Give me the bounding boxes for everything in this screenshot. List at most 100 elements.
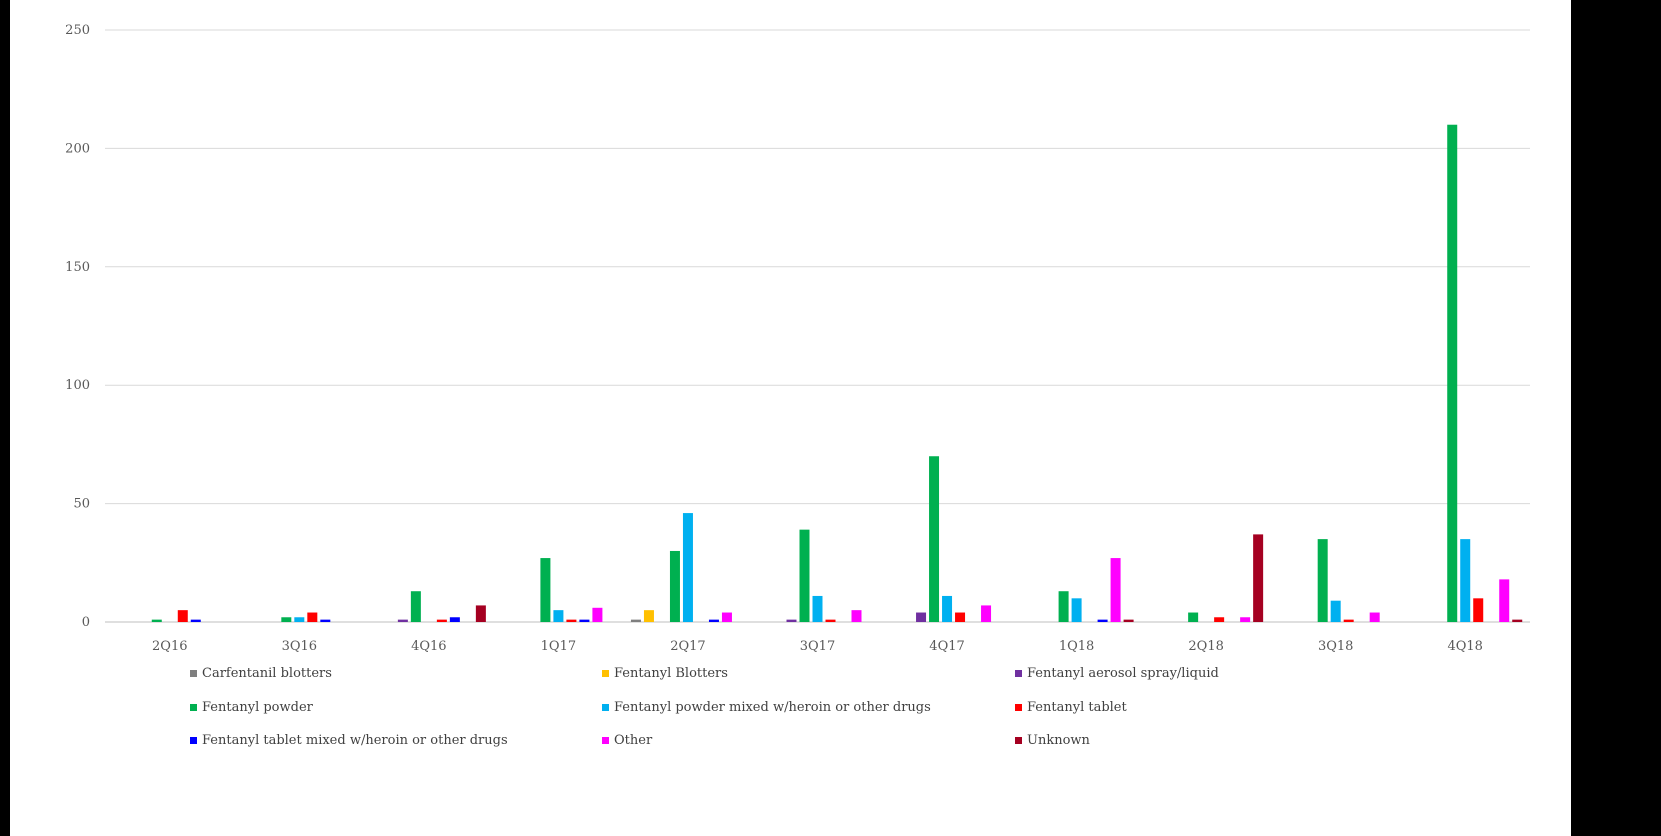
bars	[151, 124, 1523, 622]
bar-3q17-fentanyl-tablet	[825, 619, 836, 622]
bar-2q18-fentanyl-powder	[1188, 612, 1199, 622]
bar-chart: 0 50 100 150 200 250 2Q16 3Q16 4Q16 1Q17 2Q17 3Q17…	[65, 23, 1530, 654]
legend-item: Fentanyl tablet	[1015, 700, 1127, 715]
legend-label: Fentanyl tablet	[1027, 700, 1127, 715]
legend-swatch	[190, 704, 197, 711]
x-tick-label: 4Q16	[411, 639, 446, 654]
legend-label: Fentanyl aerosol spray/liquid	[1027, 666, 1219, 681]
bar-2q18-fentanyl-tablet	[1214, 617, 1225, 622]
bar-1q17-fentanyl-powder	[540, 558, 551, 622]
bar-2q16-fentanyl-tablet-mixed-w-heroin-or-other-drugs	[190, 619, 201, 622]
bar-4q17-fentanyl-aerosol-spray-liquid	[916, 612, 927, 622]
bar-3q18-fentanyl-powder	[1317, 539, 1328, 622]
bar-1q18-fentanyl-powder-mixed-w-heroin-or-other-drugs	[1071, 598, 1082, 622]
bar-4q16-fentanyl-powder	[410, 591, 421, 622]
bar-2q17-other	[721, 612, 732, 622]
bar-4q17-fentanyl-tablet	[955, 612, 966, 622]
y-tick-label: 100	[65, 378, 90, 393]
x-tick-label: 4Q18	[1447, 639, 1482, 654]
y-axis-ticks: 0 50 100 150 200 250	[65, 23, 90, 630]
x-tick-label: 4Q17	[929, 639, 964, 654]
y-tick-label: 200	[65, 141, 90, 156]
bar-2q17-fentanyl-powder	[669, 550, 680, 622]
bar-4q18-fentanyl-tablet	[1473, 598, 1484, 622]
bar-3q16-fentanyl-tablet	[307, 612, 318, 622]
x-tick-label: 1Q18	[1059, 639, 1094, 654]
x-tick-label: 2Q16	[152, 639, 187, 654]
bar-1q18-unknown	[1123, 619, 1134, 622]
legend-swatch	[602, 704, 609, 711]
y-tick-label: 150	[65, 260, 90, 275]
bar-4q18-fentanyl-powder-mixed-w-heroin-or-other-drugs	[1460, 539, 1471, 622]
bar-3q16-fentanyl-powder-mixed-w-heroin-or-other-drugs	[294, 617, 305, 622]
bar-4q17-fentanyl-powder	[929, 456, 940, 622]
bar-2q18-unknown	[1253, 534, 1264, 622]
bar-4q17-fentanyl-powder-mixed-w-heroin-or-other-drugs	[942, 595, 953, 622]
legend-label: Fentanyl powder	[202, 700, 313, 715]
bar-3q17-fentanyl-aerosol-spray-liquid	[786, 619, 797, 622]
bar-1q18-fentanyl-powder	[1058, 591, 1069, 622]
legend-label: Fentanyl tablet mixed w/heroin or other …	[202, 733, 508, 748]
bar-3q18-fentanyl-tablet	[1343, 619, 1354, 622]
bar-4q18-unknown	[1512, 619, 1523, 622]
x-tick-label: 3Q18	[1318, 639, 1353, 654]
bar-3q17-fentanyl-powder	[799, 529, 810, 622]
legend-swatch	[1015, 704, 1022, 711]
x-tick-label: 2Q17	[670, 639, 705, 654]
bar-3q17-other	[851, 610, 862, 622]
x-tick-label: 3Q17	[800, 639, 835, 654]
bar-3q17-fentanyl-powder-mixed-w-heroin-or-other-drugs	[812, 595, 823, 622]
bar-4q16-fentanyl-tablet	[436, 619, 447, 622]
bar-1q17-other	[592, 607, 603, 622]
x-tick-label: 2Q18	[1188, 639, 1223, 654]
bar-3q16-fentanyl-powder	[281, 617, 292, 622]
bar-4q18-fentanyl-powder	[1447, 124, 1458, 622]
bar-4q16-fentanyl-aerosol-spray-liquid	[397, 619, 408, 622]
legend-label: Carfentanil blotters	[202, 666, 332, 681]
bar-2q16-fentanyl-tablet	[177, 610, 188, 622]
x-tick-label: 3Q16	[282, 639, 317, 654]
bar-2q17-carfentanil-blotters	[630, 619, 641, 622]
bar-4q18-other	[1499, 579, 1510, 622]
legend-swatch	[1015, 737, 1022, 744]
y-tick-label: 50	[73, 497, 90, 512]
bar-3q16-fentanyl-tablet-mixed-w-heroin-or-other-drugs	[320, 619, 331, 622]
legend-item: Carfentanil blotters	[190, 666, 332, 681]
bar-2q17-fentanyl-tablet-mixed-w-heroin-or-other-drugs	[708, 619, 719, 622]
x-tick-label: 1Q17	[541, 639, 576, 654]
legend-swatch	[602, 670, 609, 677]
bar-2q18-other	[1240, 617, 1251, 622]
bar-3q18-other	[1369, 612, 1380, 622]
legend-swatch	[190, 737, 197, 744]
legend-label: Unknown	[1027, 733, 1090, 748]
legend-item: Fentanyl Blotters	[602, 666, 728, 681]
x-axis-ticks: 2Q16 3Q16 4Q16 1Q17 2Q17 3Q17 4Q17 1Q18 2Q18 3Q18…	[152, 639, 1483, 654]
bar-3q18-fentanyl-powder-mixed-w-heroin-or-other-drugs	[1330, 600, 1341, 622]
legend-item: Fentanyl aerosol spray/liquid	[1015, 666, 1219, 681]
gridlines	[105, 29, 1530, 623]
legend-label: Fentanyl powder mixed w/heroin or other …	[614, 700, 931, 715]
bar-4q17-other	[981, 605, 992, 622]
legend: Carfentanil blotters Fentanyl Blotters Fen…	[10, 0, 1571, 748]
legend-swatch	[602, 737, 609, 744]
bar-2q16-fentanyl-powder	[151, 619, 162, 622]
bar-1q17-fentanyl-tablet-mixed-w-heroin-or-other-drugs	[579, 619, 590, 622]
legend-swatch	[190, 670, 197, 677]
y-tick-label: 250	[65, 23, 90, 38]
legend-label: Fentanyl Blotters	[614, 666, 728, 681]
chart-panel: 0 50 100 150 200 250 2Q16 3Q16 4Q16 1Q17 2Q17 3Q17…	[10, 0, 1571, 836]
bar-1q17-fentanyl-powder-mixed-w-heroin-or-other-drugs	[553, 610, 564, 622]
bar-2q17-fentanyl-powder-mixed-w-heroin-or-other-drugs	[682, 513, 693, 622]
bar-4q16-fentanyl-tablet-mixed-w-heroin-or-other-drugs	[449, 617, 460, 622]
legend-label: Other	[614, 733, 653, 748]
bar-1q17-fentanyl-tablet	[566, 619, 577, 622]
legend-swatch	[1015, 670, 1022, 677]
legend-item: Unknown	[1015, 733, 1090, 748]
legend-item: Other	[602, 733, 652, 748]
legend-item: Fentanyl powder	[190, 700, 313, 715]
bar-1q18-fentanyl-tablet-mixed-w-heroin-or-other-drugs	[1097, 619, 1108, 622]
bar-4q16-unknown	[475, 605, 486, 622]
legend-item: Fentanyl tablet mixed w/heroin or other …	[190, 733, 508, 748]
y-tick-label: 0	[82, 615, 90, 630]
bar-1q18-other	[1110, 558, 1121, 622]
